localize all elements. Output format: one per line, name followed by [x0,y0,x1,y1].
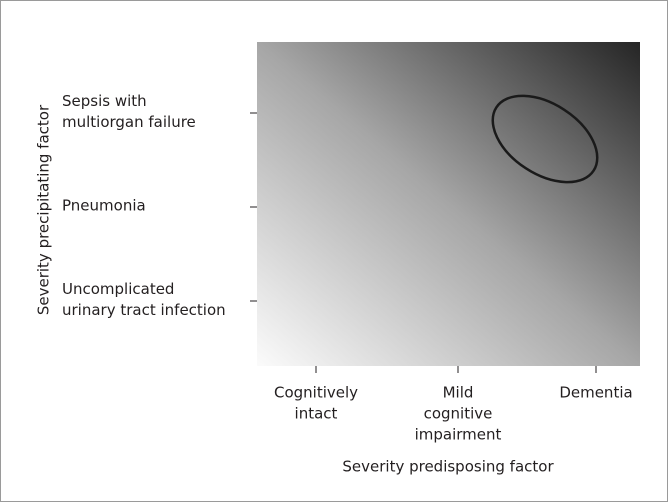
ellipse [491,94,599,184]
y-tick-label: Uncomplicated [62,280,174,298]
y-tick-label: multiorgan failure [62,113,196,131]
x-tick-label: cognitive [424,405,493,423]
x-tick-label: intact [295,405,338,423]
y-tick-label: Sepsis with [62,92,147,110]
x-tick-label: Dementia [559,384,632,402]
y-axis-title: Severity precipitating factor [35,104,53,315]
y-tick-label: Pneumonia [62,197,146,215]
x-tick-label: Mild [443,384,474,402]
x-tick-label: Cognitively [274,384,358,402]
x-tick-label: impairment [415,426,502,444]
plot-area [257,42,640,366]
x-axis-title: Severity predisposing factor [342,458,554,476]
y-tick-label: urinary tract infection [62,301,226,319]
